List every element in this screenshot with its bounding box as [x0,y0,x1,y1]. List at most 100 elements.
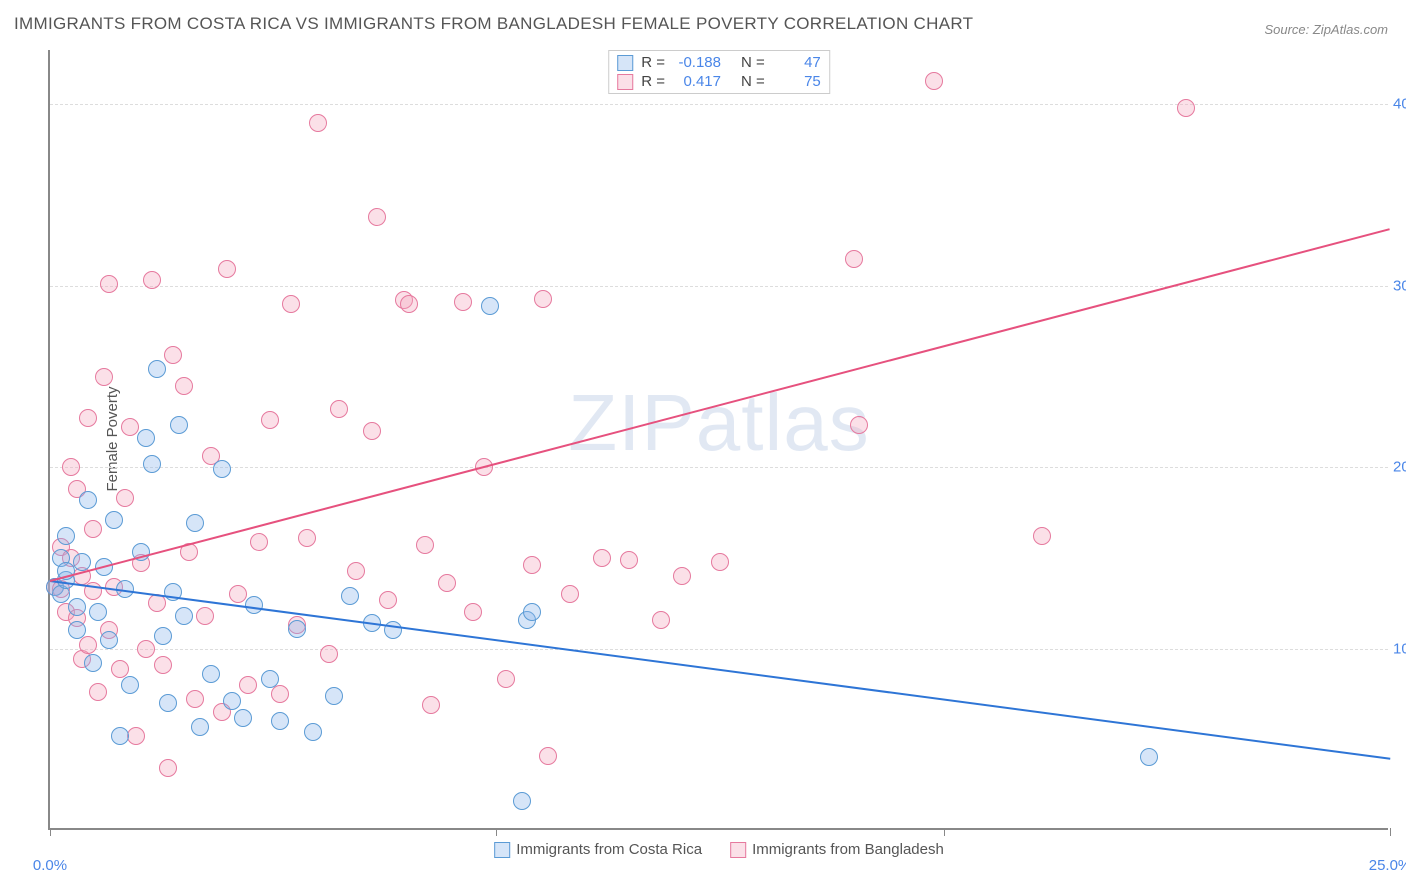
scatter-point [523,603,541,621]
xtick-label: 0.0% [33,857,67,874]
r-value-costa-rica: -0.188 [673,54,721,71]
bottom-legend: Immigrants from Costa Rica Immigrants fr… [494,841,944,858]
scatter-point [1177,99,1195,117]
scatter-point [245,596,263,614]
legend-item-bangladesh: Immigrants from Bangladesh [730,841,944,858]
scatter-point [116,489,134,507]
scatter-point [1140,748,1158,766]
scatter-point [57,527,75,545]
legend-label-bangladesh: Immigrants from Bangladesh [752,841,944,858]
y-axis-label: Female Poverty [104,386,121,491]
scatter-point [341,587,359,605]
scatter-point [250,533,268,551]
scatter-point [159,759,177,777]
scatter-point [175,607,193,625]
scatter-point [379,591,397,609]
scatter-point [561,585,579,603]
gridline-h [50,649,1388,650]
scatter-point [223,692,241,710]
scatter-point [850,416,868,434]
scatter-point [89,683,107,701]
scatter-point [282,295,300,313]
scatter-point [111,660,129,678]
scatter-point [143,271,161,289]
stats-row-bangladesh: R = 0.417 N = 75 [617,72,821,91]
scatter-point [454,293,472,311]
scatter-point [330,400,348,418]
scatter-point [271,712,289,730]
xtick [50,828,51,836]
scatter-point [309,114,327,132]
scatter-point [186,690,204,708]
stats-row-costa-rica: R = -0.188 N = 47 [617,53,821,72]
scatter-point [497,670,515,688]
swatch-costa-rica [617,55,633,71]
scatter-point [196,607,214,625]
legend-swatch-costa-rica [494,842,510,858]
n-label: N = [741,54,765,71]
ytick-label: 30.0% [1393,277,1406,294]
scatter-point [191,718,209,736]
scatter-point [534,290,552,308]
scatter-point [711,553,729,571]
ytick-label: 10.0% [1393,640,1406,657]
scatter-point [234,709,252,727]
chart-title: IMMIGRANTS FROM COSTA RICA VS IMMIGRANTS… [14,14,973,34]
scatter-point [1033,527,1051,545]
gridline-h [50,286,1388,287]
trend-line [50,580,1390,760]
scatter-point [170,416,188,434]
n-label: N = [741,73,765,90]
r-label: R = [641,54,665,71]
scatter-point [79,636,97,654]
scatter-point [304,723,322,741]
scatter-point [464,603,482,621]
scatter-point [154,656,172,674]
scatter-point [111,727,129,745]
scatter-point [261,670,279,688]
scatter-point [523,556,541,574]
r-label: R = [641,73,665,90]
scatter-point [347,562,365,580]
trend-line [50,228,1391,582]
scatter-point [186,514,204,532]
r-value-bangladesh: 0.417 [673,73,721,90]
scatter-point [363,422,381,440]
scatter-point [84,654,102,672]
scatter-point [400,295,418,313]
scatter-point [164,346,182,364]
scatter-point [73,553,91,571]
scatter-point [68,621,86,639]
scatter-point [261,411,279,429]
scatter-point [95,368,113,386]
legend-label-costa-rica: Immigrants from Costa Rica [516,841,702,858]
scatter-point [620,551,638,569]
scatter-point [368,208,386,226]
stats-legend-box: R = -0.188 N = 47 R = 0.417 N = 75 [608,50,830,94]
scatter-point [298,529,316,547]
scatter-point [100,275,118,293]
n-value-bangladesh: 75 [773,73,821,90]
n-value-costa-rica: 47 [773,54,821,71]
xtick-label: 25.0% [1369,857,1406,874]
scatter-point [84,520,102,538]
gridline-h [50,467,1388,468]
swatch-bangladesh [617,74,633,90]
scatter-point [673,567,691,585]
scatter-point [79,409,97,427]
legend-swatch-bangladesh [730,842,746,858]
scatter-point [100,631,118,649]
scatter-point [593,549,611,567]
scatter-point [845,250,863,268]
ytick-label: 20.0% [1393,459,1406,476]
scatter-point [539,747,557,765]
scatter-point [127,727,145,745]
scatter-point [239,676,257,694]
scatter-point [175,377,193,395]
scatter-point [925,72,943,90]
scatter-point [202,665,220,683]
scatter-point [137,429,155,447]
scatter-point [271,685,289,703]
scatter-point [105,511,123,529]
scatter-point [325,687,343,705]
